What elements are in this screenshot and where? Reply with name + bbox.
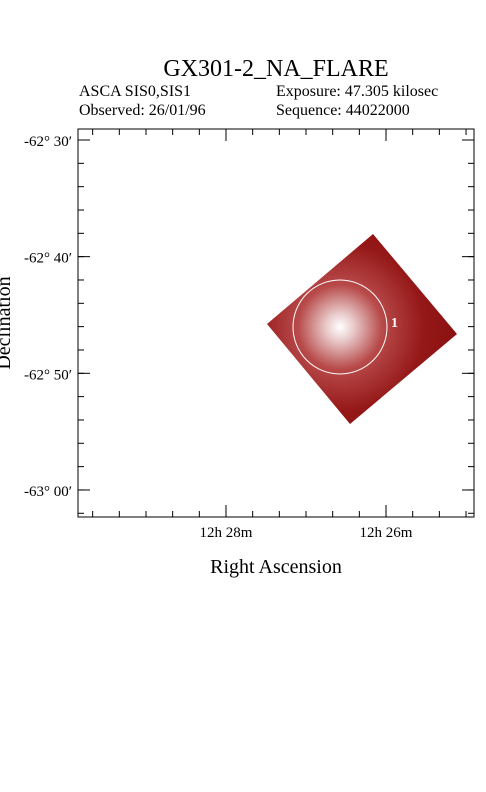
source-region — [292, 279, 388, 375]
observed: Observed: 26/01/96 — [79, 102, 206, 119]
plot-frame — [77, 128, 475, 518]
x-tick-label: 12h 28m — [200, 525, 253, 541]
title: GX301-2_NA_FLARE — [163, 56, 388, 82]
y-axis-label: Declination — [0, 276, 15, 369]
exposure: Exposure: 47.305 kilosec — [276, 83, 438, 100]
y-tick-label: -62° 50′ — [24, 367, 72, 383]
image — [267, 234, 457, 424]
y-tick-label: -62° 30′ — [24, 134, 72, 150]
exposure-map — [267, 234, 457, 424]
instrument: ASCA SIS0,SIS1 — [79, 83, 191, 100]
x-axis-label: Right Ascension — [210, 556, 342, 578]
x-tick-label: 12h 26m — [360, 525, 413, 541]
y-tick-label: -62° 40′ — [24, 251, 72, 267]
y-tick-label: -63° 00′ — [24, 484, 72, 500]
sequence: Sequence: 44022000 — [276, 102, 410, 119]
region-label: 1 — [391, 316, 398, 331]
